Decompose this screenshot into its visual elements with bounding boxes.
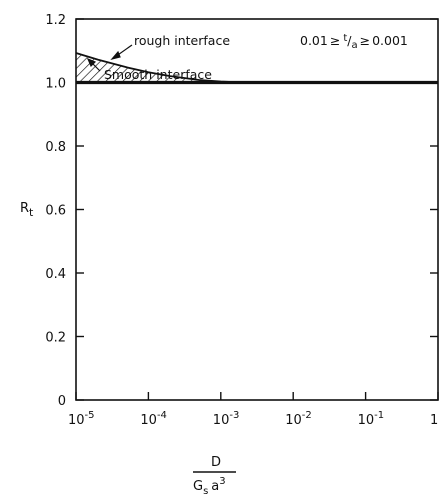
- x-tick-label: 1: [430, 413, 438, 428]
- y-tick-label: 0.6: [45, 204, 66, 219]
- x-label-numerator: D: [211, 455, 221, 470]
- x-tick-label: 10-5: [68, 410, 95, 428]
- x-tick-label: 10-3: [213, 410, 240, 428]
- annotation-rough: rough interface: [134, 33, 230, 48]
- series-group: [75, 52, 438, 85]
- y-tick-label: 0.4: [45, 267, 66, 282]
- x-tick-label: 10-1: [358, 410, 385, 428]
- y-label: Rt: [20, 201, 34, 219]
- annotation-smooth: Smooth interface: [104, 67, 212, 82]
- x-ticks: 10-5 10-4 10-3 10-2 10-1 1: [68, 392, 439, 428]
- y-tick-label: 0: [58, 394, 66, 409]
- leader-arrows: [86, 44, 133, 72]
- y-tick-label: 1.0: [45, 77, 66, 92]
- x-tick-label: 10-2: [285, 410, 312, 428]
- x-tick-label: 10-4: [140, 410, 167, 428]
- y-tick-label: 0.8: [45, 140, 66, 155]
- y-tick-label: 0.2: [45, 331, 66, 346]
- y-ticks: 0 0.2 0.4 0.6 0.8 1.0 1.2: [45, 13, 438, 409]
- y-tick-label: 1.2: [45, 13, 66, 28]
- hatched-region: [76, 53, 438, 83]
- x-label-denominator: Gs a3: [193, 476, 226, 497]
- annotation-range: 0.01 ≥ t/a ≥0.001: [300, 33, 408, 51]
